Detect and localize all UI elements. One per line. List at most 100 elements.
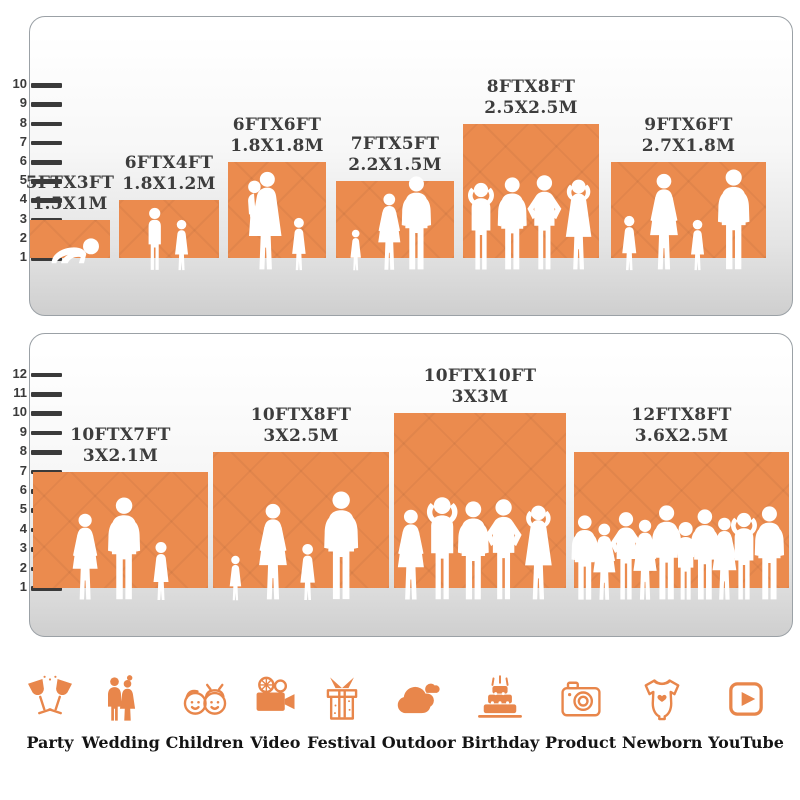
video-icon	[255, 676, 297, 713]
category-party: Party	[24, 656, 76, 752]
backdrop-size-m: 3X2.5M	[263, 426, 339, 447]
backdrop-label: 12FTX8FT 3.6X2.5M	[631, 405, 732, 447]
ruler-tick	[31, 160, 62, 165]
ruler-number: 1	[19, 579, 27, 594]
silhouette-girl	[291, 217, 306, 271]
backdrop-size-ft: 9FTX6FT	[644, 115, 733, 135]
backdrop-label: 10FTX7FT 3X2.1M	[70, 425, 171, 467]
silhouette-man	[324, 491, 359, 600]
outdoor-icon	[397, 683, 440, 714]
ruler-number: 1	[19, 249, 27, 264]
ruler-tick	[31, 586, 62, 591]
category-youtube: YouTube	[708, 656, 784, 752]
backdrop-size-ft: 6FTX6FT	[232, 115, 322, 135]
silhouette-man	[107, 497, 141, 600]
ruler-tick	[31, 256, 62, 261]
silhouette-boy	[148, 207, 162, 270]
silhouette-manhips	[527, 175, 562, 270]
backdrop-label: 6FTX4FT 1.8X1.2M	[122, 153, 216, 195]
ruler-number: 6	[19, 482, 27, 497]
category-label: Newborn	[621, 733, 703, 752]
ruler-number: 10	[12, 76, 27, 92]
backdrop-rect	[611, 162, 766, 258]
backdrop-size-m: 1.8X1.8M	[230, 136, 324, 156]
silhouette-girl	[230, 555, 242, 601]
backdrop-label: 6FTX6FT 1.8X1.8M	[230, 115, 324, 157]
category-label: Party	[26, 733, 74, 752]
category-label: Outdoor	[381, 733, 456, 752]
ruler-number: 10	[12, 404, 27, 420]
category-label: Wedding	[81, 733, 160, 752]
backdrop-label: 7FTX5FT 2.2X1.5M	[348, 134, 442, 176]
category-label: Children	[165, 733, 244, 752]
ruler-number: 8	[19, 114, 27, 130]
party-icon	[26, 674, 74, 715]
ruler-tick	[31, 121, 62, 127]
category-label: Birthday	[461, 733, 540, 752]
silhouette-girl	[691, 219, 705, 271]
ruler-number: 7	[19, 462, 27, 478]
festival-icon	[326, 676, 357, 720]
silhouette-manup	[467, 182, 494, 270]
panel-medium-backdrops: 1 2 3 4 5 6 7 8 9 10 11 12 10FTX7FT 3X2.1M 10FTX8FT 3X2…	[13, 333, 793, 637]
ruler-number: 12	[12, 365, 27, 381]
backdrop-label: 5FTX3FT 1.5X1M	[26, 173, 114, 215]
category-newborn: Newborn	[621, 656, 703, 752]
ruler-tick	[31, 450, 62, 455]
ruler-tick	[31, 372, 62, 378]
silhouette-woman	[73, 513, 98, 600]
silhouette-womanup	[525, 505, 552, 600]
backdrop-size-ft: 12FTX8FT	[631, 405, 732, 426]
backdrop-size-m: 2.7X1.8M	[641, 136, 736, 156]
backdrop-rect	[213, 452, 389, 588]
silhouette-man	[717, 169, 750, 270]
ruler-number: 9	[19, 95, 27, 111]
silhouette-woman	[649, 173, 678, 270]
backdrop-label: 10FTX8FT 3X2.5M	[251, 405, 352, 447]
ruler-tick	[31, 392, 62, 397]
category-label: Product	[545, 733, 617, 752]
ruler-number: 7	[19, 133, 27, 149]
backdrop-size-ft: 10FTX7FT	[70, 424, 171, 445]
category-label: YouTube	[708, 733, 784, 752]
ruler-number: 2	[19, 229, 27, 245]
backdrop-rect	[228, 162, 326, 258]
backdrop-size-m: 3X2.1M	[82, 445, 159, 466]
youtube-icon	[729, 682, 763, 716]
backdrop-size-ft: 5FTX3FT	[25, 172, 115, 193]
silhouette-baby	[51, 238, 99, 264]
silhouette-girl	[175, 219, 189, 271]
backdrop-size-m: 2.5X2.5M	[484, 97, 578, 118]
backdrop-size-ft: 7FTX5FT	[350, 134, 440, 155]
category-outdoor: Outdoor	[382, 656, 456, 752]
backdrop-size-ft: 8FTX8FT	[486, 76, 576, 97]
silhouette-man	[497, 177, 527, 270]
ruler-number: 6	[19, 153, 27, 168]
backdrop-size-ft: 6FTX4FT	[124, 153, 214, 174]
silhouette-woman	[258, 503, 287, 600]
silhouette-womanup	[565, 179, 592, 270]
backdrop-size-ft: 10FTX10FT	[423, 366, 537, 387]
children-icon	[183, 683, 226, 715]
ruler-number: 3	[19, 540, 27, 556]
backdrop-size-m: 3.6X2.5M	[634, 426, 729, 447]
newborn-icon	[644, 679, 680, 721]
birthday-icon	[478, 674, 523, 718]
backdrop-label: 10FTX10FT 3X3M	[424, 366, 537, 408]
backdrop-rect	[119, 200, 219, 258]
ruler-tick	[31, 198, 62, 203]
ruler-number: 4	[19, 520, 27, 536]
backdrop-label: 9FTX6FT 2.7X1.8M	[642, 115, 736, 157]
backdrop-size-m: 2.2X1.5M	[348, 155, 442, 176]
ruler-number: 11	[13, 385, 27, 400]
backdrop-label: 8FTX8FT 2.5X2.5M	[484, 77, 578, 119]
category-label: Festival	[307, 733, 376, 752]
backdrop-size-ft: 10FTX8FT	[250, 405, 352, 426]
silhouette-girl	[153, 542, 169, 600]
backdrop-size-m: 1.8X1.2M	[122, 174, 216, 195]
ruler-tick	[31, 411, 62, 416]
ruler-number: 3	[19, 210, 27, 226]
silhouette-momchild	[248, 171, 282, 270]
category-children: Children	[166, 656, 244, 752]
